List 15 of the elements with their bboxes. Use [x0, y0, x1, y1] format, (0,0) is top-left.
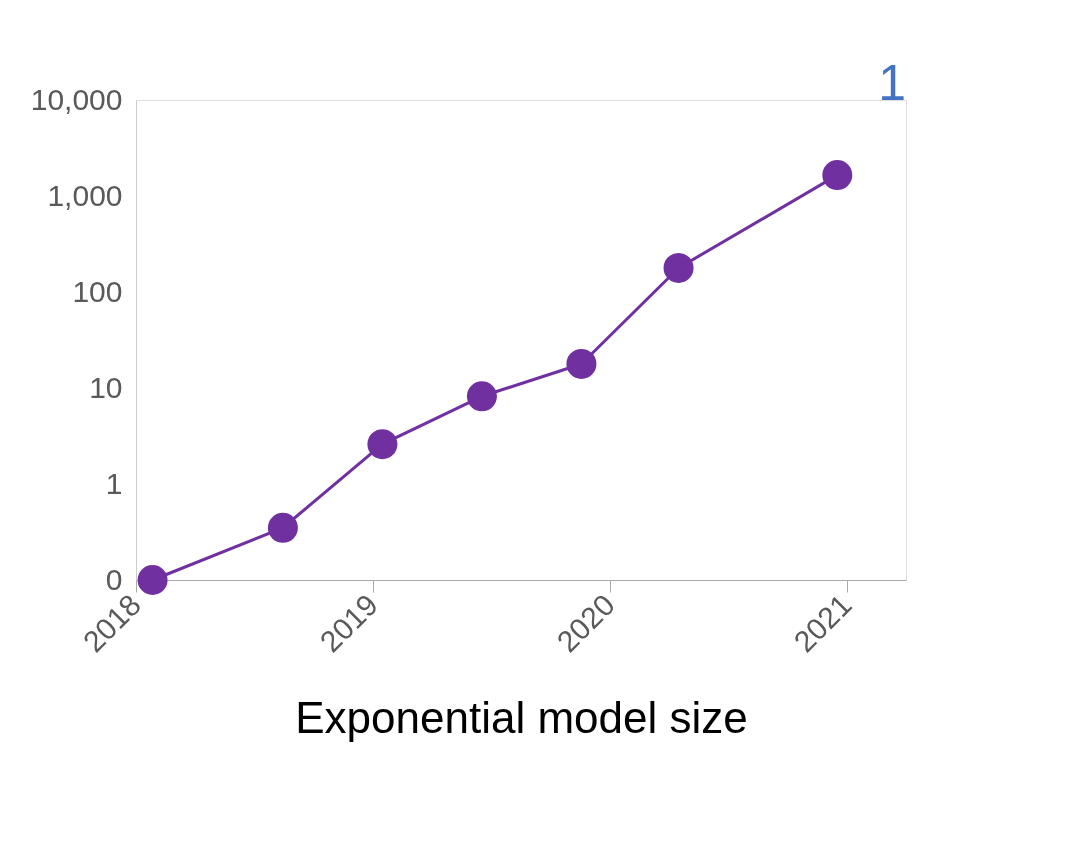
y-tick-label: 1: [105, 466, 123, 500]
point: [466, 381, 497, 412]
y-tick-label: 10: [89, 370, 123, 404]
y-tick-label: 10,000: [30, 82, 123, 116]
point: [367, 429, 398, 460]
annotation: 1: [878, 55, 906, 111]
point: [137, 565, 168, 595]
point: [822, 160, 853, 191]
point: [663, 252, 694, 283]
y-tick-label: 100: [72, 274, 123, 308]
y-tick-label: 0: [105, 562, 123, 596]
x-axis-title: Exponential model size: [295, 693, 748, 743]
point: [566, 348, 597, 379]
point: [267, 512, 298, 543]
y-tick-label: 1,000: [47, 178, 123, 212]
